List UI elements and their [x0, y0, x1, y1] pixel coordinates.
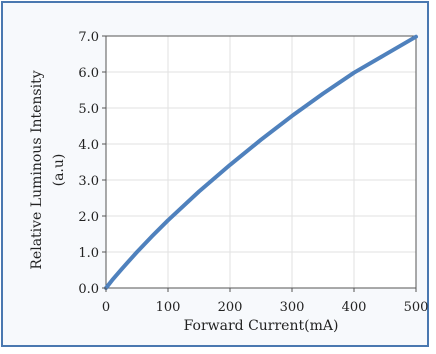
y-tick-label: 1.0 — [78, 246, 99, 261]
y-tick-label: 0.0 — [78, 282, 99, 297]
y-tick-label: 7.0 — [78, 30, 99, 45]
x-tick-label: 500 — [404, 300, 429, 315]
plot-area — [105, 35, 417, 289]
y-tick-label: 5.0 — [78, 102, 99, 117]
series-line — [104, 34, 418, 290]
y-axis-unit: (a.u) — [51, 154, 67, 187]
x-tick-label: 300 — [280, 300, 305, 315]
x-tick-label: 100 — [156, 300, 181, 315]
grid — [106, 36, 416, 288]
y-axis-title: Relative Luminous Intensity — [29, 70, 45, 269]
x-tick-label: 200 — [218, 300, 243, 315]
x-tick-label: 400 — [342, 300, 367, 315]
x-tick-label: 0 — [102, 300, 110, 315]
x-axis-title: Forward Current(mA) — [184, 318, 339, 334]
plot-background — [106, 36, 416, 288]
ticks: 0 100 200 300 400 500 0.0 1.0 2.0 3.0 4.0 5.0 6.0 7.0 — [78, 30, 428, 315]
luminous-intensity-chart: 0 100 200 300 400 500 0.0 1.0 2.0 3.0 4.0 5.0 6.0 7.0… — [29, 30, 428, 334]
series-layer — [104, 34, 418, 290]
chart-frame: 0 100 200 300 400 500 0.0 1.0 2.0 3.0 4.0 5.0 6.0 7.0… — [1, 1, 429, 347]
y-tick-label: 6.0 — [78, 66, 99, 81]
y-tick-label: 2.0 — [78, 210, 99, 225]
y-tick-label: 3.0 — [78, 174, 99, 189]
y-tick-label: 4.0 — [78, 138, 99, 153]
